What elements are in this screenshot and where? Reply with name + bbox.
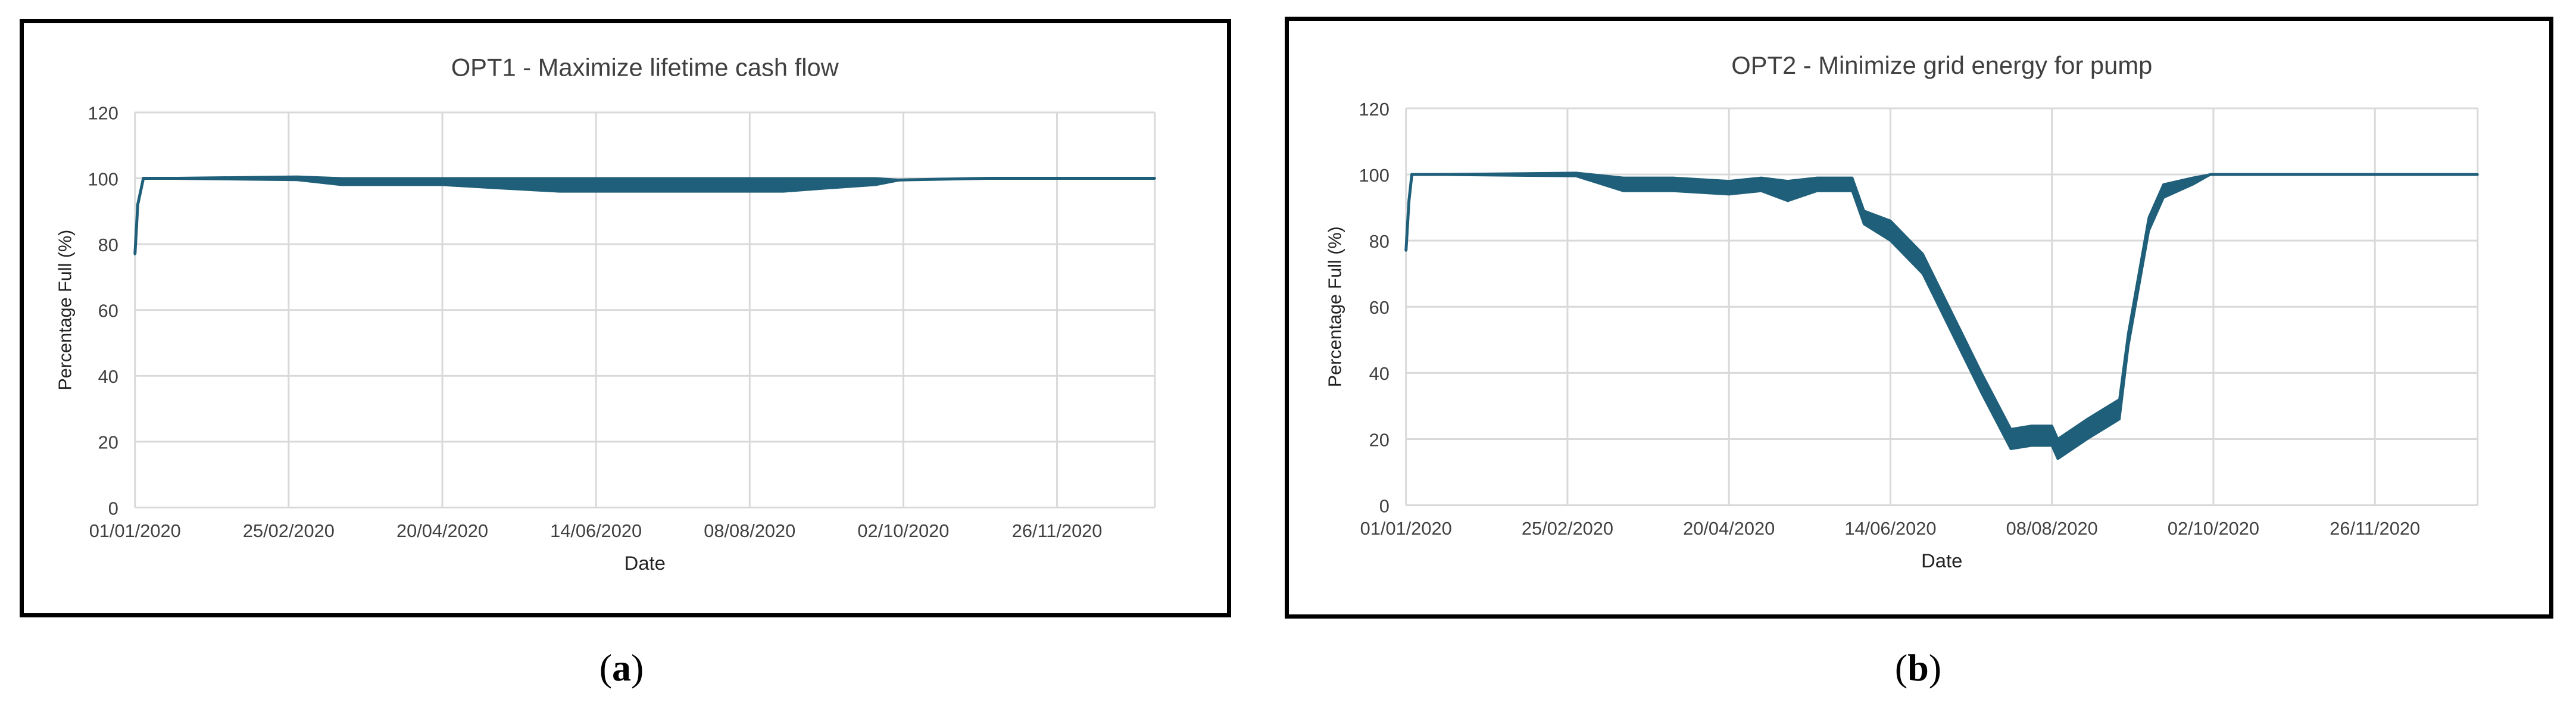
series-line	[133, 177, 1155, 254]
y-tick-label: 100	[88, 169, 118, 189]
x-axis-label: Date	[1921, 550, 1962, 572]
x-tick-label: 01/01/2020	[1360, 518, 1452, 539]
y-tick-label: 120	[1359, 99, 1390, 120]
y-tick-label: 60	[98, 301, 118, 321]
label-close-paren: )	[1928, 647, 1942, 689]
y-tick-label: 20	[1369, 429, 1390, 450]
x-tick-label: 08/08/2020	[704, 521, 795, 541]
subfigure-label-a: (a)	[599, 646, 644, 690]
chart-svg-opt1: OPT1 - Maximize lifetime cash flow 0 20 40 6…	[55, 54, 1156, 574]
series-line	[1404, 173, 2478, 451]
label-letter-a: a	[612, 647, 631, 689]
y-tick-label: 80	[98, 235, 118, 255]
y-tick-label: 0	[1379, 496, 1390, 517]
x-tick-label: 20/04/2020	[396, 521, 488, 541]
y-axis-label: Percentage Full (%)	[1324, 226, 1345, 387]
label-letter-b: b	[1907, 647, 1929, 689]
chart-panel-a: OPT1 - Maximize lifetime cash flow 0 20 40 6…	[20, 19, 1231, 617]
x-tick-label: 14/06/2020	[550, 521, 642, 541]
y-tick-label: 20	[98, 433, 118, 453]
x-tick-label: 20/04/2020	[1683, 518, 1775, 539]
x-tick-label: 02/10/2020	[857, 521, 949, 541]
y-axis-label: Percentage Full (%)	[55, 230, 75, 391]
x-tick-label: 02/10/2020	[2168, 518, 2259, 539]
y-tick-label: 40	[1369, 363, 1390, 384]
x-tick-label: 26/11/2020	[1012, 521, 1103, 541]
x-axis-label: Date	[625, 552, 666, 574]
x-tick-label: 14/06/2020	[1844, 518, 1936, 539]
y-tick-label: 40	[98, 367, 118, 387]
y-tick-label: 60	[1369, 297, 1390, 318]
label-open-paren: (	[599, 647, 612, 689]
label-open-paren: (	[1894, 647, 1908, 689]
y-tick-label: 0	[108, 498, 118, 519]
y-tick-label: 100	[1359, 165, 1390, 186]
y-tick-label: 120	[88, 104, 118, 124]
label-close-paren: )	[631, 647, 644, 689]
chart-title: OPT2 - Minimize grid energy for pump	[1731, 51, 2152, 79]
x-tick-label: 08/08/2020	[2006, 518, 2098, 539]
subfigure-label-b: (b)	[1895, 646, 1941, 690]
x-tick-label: 25/02/2020	[1522, 518, 1613, 539]
x-tick-label: 01/01/2020	[89, 521, 181, 541]
chart-svg-opt2: OPT2 - Minimize grid energy for pump 0 20 4…	[1324, 51, 2479, 572]
chart-title: OPT1 - Maximize lifetime cash flow	[451, 54, 839, 82]
y-tick-label: 80	[1369, 231, 1390, 252]
x-tick-label: 26/11/2020	[2330, 518, 2420, 539]
chart-panel-b: OPT2 - Minimize grid energy for pump 0 20 4…	[1285, 17, 2553, 619]
x-tick-label: 25/02/2020	[243, 521, 335, 541]
